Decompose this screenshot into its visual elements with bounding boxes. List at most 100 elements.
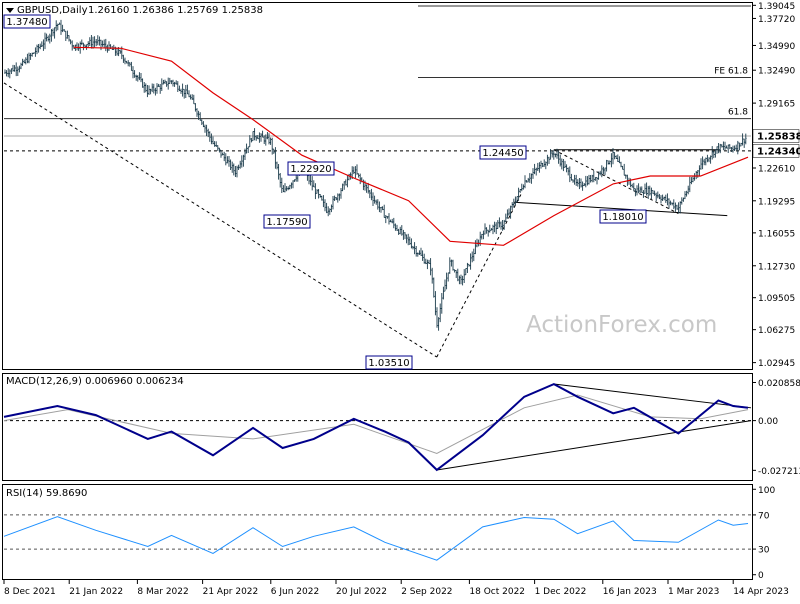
price-bar [189, 94, 192, 100]
price-bar [261, 130, 264, 138]
price-bar [482, 230, 485, 240]
price-bar [207, 128, 209, 138]
price-bar [68, 35, 70, 42]
price-bar [447, 272, 449, 282]
price-bar [396, 224, 398, 231]
price-bar [247, 146, 249, 153]
price-bar [682, 197, 685, 202]
price-bar [181, 83, 184, 97]
price-bar [353, 166, 355, 175]
price-bar [133, 70, 136, 78]
price-bar [639, 186, 641, 193]
price-bar [591, 174, 593, 183]
price-bar [618, 156, 621, 164]
price-bar [516, 196, 518, 203]
price-bar [495, 222, 497, 234]
price-bar [637, 183, 640, 194]
price-bar [413, 242, 416, 255]
price-bar [49, 33, 51, 44]
price-bar [330, 204, 333, 213]
price-bar [314, 183, 317, 200]
price-bar [607, 160, 609, 165]
price-bar [431, 267, 433, 284]
price-bar [25, 57, 27, 65]
last-price-box-box [752, 129, 800, 143]
price-bar [39, 43, 41, 50]
last-price-box: 1.25838 [752, 129, 800, 143]
price-bar [661, 194, 664, 201]
price-panel [2, 2, 753, 370]
price-bar [487, 229, 489, 237]
price-bar [545, 161, 547, 170]
price-bar [263, 135, 265, 144]
price-bar [229, 159, 232, 170]
price-bar [201, 119, 203, 125]
price-bar [196, 108, 198, 117]
price-bar [410, 238, 413, 249]
price-bar [572, 179, 574, 183]
price-bar [245, 143, 248, 154]
price-bar [329, 208, 331, 215]
price-bar [690, 177, 693, 185]
price-bar [53, 27, 56, 39]
price-bar [492, 224, 494, 235]
price-bar [583, 183, 585, 187]
price-bar [55, 20, 57, 32]
price-bar [703, 158, 705, 166]
price-bar [193, 94, 195, 105]
price-bar [609, 160, 611, 165]
price-bar [727, 144, 729, 153]
price-tick-label: 1.32490 [758, 67, 795, 77]
price-bar [426, 259, 429, 270]
price-bar [740, 142, 742, 147]
price-bar [260, 133, 262, 142]
price-bar [332, 196, 334, 210]
price-bar [369, 190, 371, 199]
price-bar [236, 165, 238, 178]
price-bar [543, 159, 545, 167]
price-bar [725, 145, 728, 149]
price-tick-label: 1.29165 [758, 100, 795, 110]
swing-label-text: 1.37480 [6, 17, 47, 28]
price-bar [370, 188, 373, 201]
price-bar [383, 204, 385, 218]
price-bar [69, 39, 72, 45]
price-bar [255, 135, 257, 141]
price-bar [116, 47, 118, 56]
price-bar [341, 183, 344, 192]
price-bar [677, 202, 680, 214]
swing-label-text: 1.18010 [602, 212, 643, 223]
price-bar [335, 197, 337, 201]
price-bar [538, 162, 541, 173]
price-bar [562, 159, 565, 172]
x-tick-label: 1 Mar 2023 [668, 587, 719, 597]
price-bar [60, 19, 62, 35]
price-bar [337, 193, 339, 203]
price-bar [257, 135, 259, 140]
price-bar [36, 44, 38, 55]
price-bar [529, 173, 531, 183]
price-bar [721, 144, 723, 148]
swing-label-box [365, 355, 413, 370]
price-bar [356, 164, 358, 175]
price-bar [89, 37, 91, 46]
price-tick-label: 1.16055 [758, 229, 795, 239]
price-bar [389, 219, 392, 223]
price-bar [452, 259, 454, 271]
price-bar [183, 88, 185, 99]
price-bar [463, 269, 465, 283]
price-bar [345, 179, 347, 186]
price-bar [586, 176, 589, 186]
dropdown-triangle-icon[interactable] [6, 8, 14, 13]
price-bar [186, 84, 189, 95]
price-bar [705, 157, 707, 166]
swing-label-box [599, 209, 647, 224]
swing-label-box [287, 161, 335, 176]
price-bar [610, 153, 613, 168]
price-bar [455, 270, 457, 278]
price-tick-label: 1.09505 [758, 294, 795, 304]
price-bar [7, 68, 9, 78]
price-bar [417, 252, 419, 257]
price-bar [273, 148, 275, 154]
price-bar [249, 135, 251, 148]
